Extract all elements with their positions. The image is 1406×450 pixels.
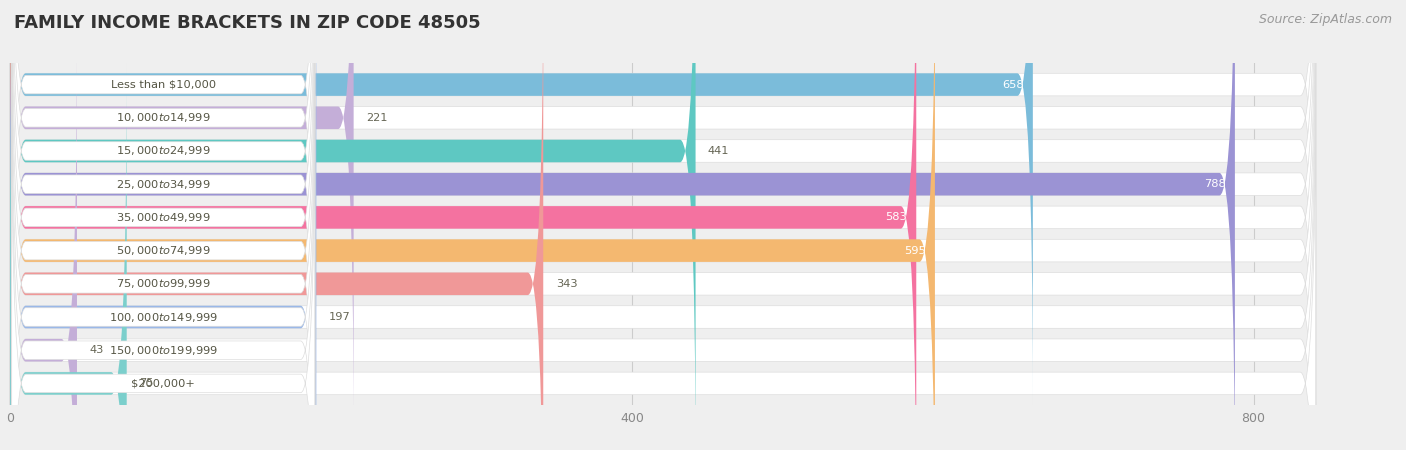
FancyBboxPatch shape bbox=[10, 0, 1316, 450]
FancyBboxPatch shape bbox=[11, 0, 315, 407]
Text: $75,000 to $99,999: $75,000 to $99,999 bbox=[115, 277, 211, 290]
FancyBboxPatch shape bbox=[10, 0, 1316, 450]
FancyBboxPatch shape bbox=[10, 0, 696, 450]
Text: 75: 75 bbox=[139, 378, 153, 388]
Text: FAMILY INCOME BRACKETS IN ZIP CODE 48505: FAMILY INCOME BRACKETS IN ZIP CODE 48505 bbox=[14, 14, 481, 32]
FancyBboxPatch shape bbox=[10, 0, 1316, 450]
FancyBboxPatch shape bbox=[11, 0, 315, 441]
FancyBboxPatch shape bbox=[11, 0, 315, 450]
FancyBboxPatch shape bbox=[11, 0, 315, 374]
FancyBboxPatch shape bbox=[11, 0, 315, 450]
FancyBboxPatch shape bbox=[10, 0, 1316, 450]
Text: 658: 658 bbox=[1002, 80, 1024, 90]
FancyBboxPatch shape bbox=[10, 29, 77, 450]
FancyBboxPatch shape bbox=[10, 0, 1316, 450]
FancyBboxPatch shape bbox=[10, 0, 354, 439]
Text: 788: 788 bbox=[1204, 179, 1226, 189]
FancyBboxPatch shape bbox=[10, 0, 1316, 439]
Text: 43: 43 bbox=[90, 345, 104, 355]
Text: 441: 441 bbox=[709, 146, 730, 156]
FancyBboxPatch shape bbox=[11, 0, 315, 450]
Text: 221: 221 bbox=[366, 113, 388, 123]
FancyBboxPatch shape bbox=[10, 63, 127, 450]
FancyBboxPatch shape bbox=[10, 0, 316, 450]
Text: $200,000+: $200,000+ bbox=[131, 378, 195, 388]
FancyBboxPatch shape bbox=[10, 0, 935, 450]
Text: 583: 583 bbox=[886, 212, 907, 222]
FancyBboxPatch shape bbox=[10, 0, 1033, 405]
FancyBboxPatch shape bbox=[11, 27, 315, 450]
Text: $100,000 to $149,999: $100,000 to $149,999 bbox=[108, 310, 218, 324]
Text: 595: 595 bbox=[904, 246, 925, 256]
Text: Source: ZipAtlas.com: Source: ZipAtlas.com bbox=[1258, 14, 1392, 27]
Text: $25,000 to $34,999: $25,000 to $34,999 bbox=[115, 178, 211, 191]
FancyBboxPatch shape bbox=[10, 29, 1316, 450]
FancyBboxPatch shape bbox=[11, 61, 315, 450]
FancyBboxPatch shape bbox=[10, 0, 1234, 450]
Text: $35,000 to $49,999: $35,000 to $49,999 bbox=[115, 211, 211, 224]
FancyBboxPatch shape bbox=[11, 94, 315, 450]
FancyBboxPatch shape bbox=[10, 0, 917, 450]
Text: $50,000 to $74,999: $50,000 to $74,999 bbox=[115, 244, 211, 257]
Text: $150,000 to $199,999: $150,000 to $199,999 bbox=[108, 344, 218, 357]
Text: $10,000 to $14,999: $10,000 to $14,999 bbox=[115, 111, 211, 124]
Text: 197: 197 bbox=[329, 312, 350, 322]
FancyBboxPatch shape bbox=[10, 63, 1316, 450]
FancyBboxPatch shape bbox=[10, 0, 1316, 405]
FancyBboxPatch shape bbox=[10, 0, 543, 450]
FancyBboxPatch shape bbox=[10, 0, 1316, 450]
Text: 343: 343 bbox=[555, 279, 578, 289]
Text: $15,000 to $24,999: $15,000 to $24,999 bbox=[115, 144, 211, 158]
FancyBboxPatch shape bbox=[11, 0, 315, 450]
Text: Less than $10,000: Less than $10,000 bbox=[111, 80, 215, 90]
